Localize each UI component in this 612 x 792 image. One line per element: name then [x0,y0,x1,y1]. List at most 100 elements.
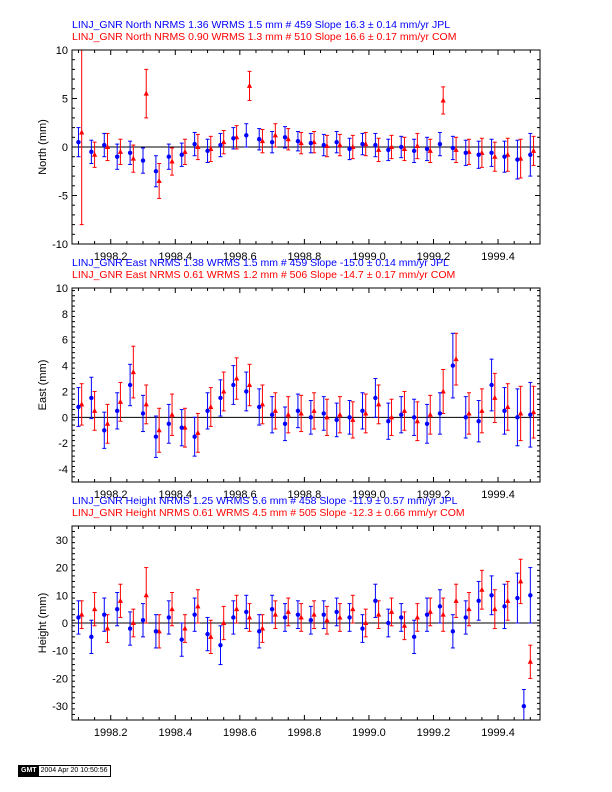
data-point-jpl [334,139,339,145]
data-point-jpl [89,634,94,640]
data-point-jpl [76,404,81,410]
data-point-jpl [257,137,262,142]
data-point-com [221,620,227,625]
data-layer [72,332,540,458]
chart-panel-north: LINJ_GNR North NRMS 1.36 WRMS 1.5 mm # 4… [37,19,541,263]
data-point-jpl [257,404,262,410]
data-point-jpl [515,415,520,420]
data-point-com [117,398,124,404]
data-point-jpl [437,604,443,609]
data-point-jpl [231,382,236,388]
y-tick-label: 6 [62,335,68,347]
legend-line-jpl: LINJ_GNR North NRMS 1.36 WRMS 1.5 mm # 4… [72,19,450,31]
data-point-com [427,608,433,614]
data-point-com [324,617,330,623]
data-point-jpl [269,606,275,612]
data-point-jpl [360,626,365,631]
data-point-jpl [127,150,133,156]
data-point-com [298,140,304,146]
series-jpl [76,123,533,188]
data-point-jpl [205,631,210,637]
data-point-jpl [282,421,288,426]
data-point-com [401,622,408,628]
data-point-jpl [360,141,365,147]
data-point-jpl [308,415,314,420]
data-point-com [104,420,111,426]
legend-line-com: LINJ_GNR East NRMS 0.61 WRMS 1.2 mm # 50… [72,269,455,281]
data-point-com [466,606,472,612]
data-point-jpl [166,615,172,620]
data-point-com [91,407,98,413]
data-point-com [453,356,459,362]
data-point-com [440,611,446,617]
data-point-com [246,614,253,620]
data-point-jpl [140,158,146,163]
data-point-com [91,151,98,157]
y-tick-label: 0 [62,618,68,630]
data-point-jpl [515,595,520,601]
data-point-jpl [308,140,314,146]
x-tick-label: 1998.8 [288,727,322,739]
data-point-jpl [244,609,249,615]
data-point-jpl [257,629,262,634]
data-point-jpl [114,606,120,612]
x-tick-label: 1999.2 [417,489,451,501]
data-point-jpl [89,395,94,401]
data-point-jpl [528,412,533,417]
data-point-com [440,97,446,103]
data-point-com [272,132,278,138]
data-point-com [272,407,278,413]
data-point-com [195,429,201,435]
data-point-jpl [347,146,352,152]
data-point-jpl [269,412,275,417]
data-point-jpl [321,142,326,148]
data-point-com [104,625,111,631]
legend-line-jpl: LINJ_GNR Height NRMS 1.25 WRMS 5.6 mm # … [72,495,458,507]
y-tick-label: 4 [62,361,68,373]
data-point-com [246,82,253,88]
data-point-jpl [140,618,146,623]
data-point-jpl [373,142,378,148]
y-tick-label: -10 [52,239,68,251]
y-tick-label: -30 [52,701,68,713]
data-point-com [195,603,201,609]
data-point-com [518,578,524,584]
data-point-com [505,597,511,603]
x-tick-label: 1999.0 [352,489,386,501]
data-point-jpl [114,408,120,414]
data-point-com [337,411,343,417]
data-point-jpl [502,604,507,609]
x-tick-label: 1998.8 [288,489,322,501]
data-point-jpl [521,703,527,709]
data-point-com [414,418,420,424]
data-point-jpl [179,425,184,430]
data-layer [72,50,540,226]
y-tick-label: 0 [62,142,68,154]
data-point-jpl [411,634,417,640]
data-point-com [492,153,498,159]
data-point-jpl [218,395,223,401]
data-point-com [104,144,111,149]
legend-line-com: LINJ_GNR North NRMS 0.90 WRMS 1.3 mm # 5… [72,31,456,43]
y-tick-label: 5 [62,94,68,106]
data-point-com [79,129,85,135]
x-tick-label: 1999.0 [352,727,386,739]
data-point-com [272,611,278,617]
data-point-jpl [463,415,468,420]
data-point-jpl [450,629,456,634]
data-point-jpl [386,419,391,424]
data-point-com [376,611,382,617]
x-tick-label: 1998.6 [223,251,257,263]
data-point-jpl [528,593,533,598]
data-point-com [363,410,369,416]
data-point-jpl [192,141,197,147]
data-point-jpl [153,434,159,439]
data-point-com [117,148,124,154]
data-point-com [208,145,214,151]
data-point-jpl [373,395,378,401]
data-point-jpl [179,637,184,642]
data-point-com [79,611,85,617]
data-point-com [401,407,408,413]
data-point-jpl [244,389,249,394]
y-tick-label: 20 [56,563,68,575]
